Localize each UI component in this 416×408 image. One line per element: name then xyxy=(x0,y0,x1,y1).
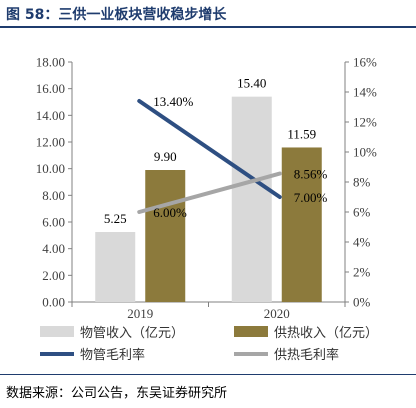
combo-chart: 0.00 2.00 4.00 6.00 8.00 10.00 12.00 14.00 16.00… xyxy=(36,55,378,364)
right-axis-tick-label: 8% xyxy=(353,175,371,190)
line-data-label: 7.00% xyxy=(294,190,328,205)
legend-label: 物管毛利率 xyxy=(80,347,145,363)
right-axis-tick-label: 2% xyxy=(353,265,371,280)
x-axis-tick-label: 2020 xyxy=(264,306,290,321)
left-axis-tick-label: 18.00 xyxy=(36,55,65,70)
left-axis-tick-label: 14.00 xyxy=(36,108,65,123)
chart-axes: 0.00 2.00 4.00 6.00 8.00 10.00 12.00 14.00 16.00… xyxy=(36,55,377,322)
line-data-label: 6.00% xyxy=(153,205,187,220)
bar-data-label: 15.40 xyxy=(237,76,266,91)
right-axis-tick-label: 14% xyxy=(353,85,377,100)
x-axis-tick-label: 2019 xyxy=(127,306,153,321)
left-axis-tick-label: 16.00 xyxy=(36,81,65,96)
title-rule xyxy=(0,26,416,28)
bar xyxy=(231,96,272,303)
legend-label: 物管收入（亿元） xyxy=(80,326,184,341)
legend-swatch xyxy=(234,326,268,337)
legend-swatch xyxy=(40,326,74,337)
chart-data-labels: 5.25 15.40 9.90 11.59 13.40% 7.00% 6.00% 8.56% xyxy=(104,76,328,226)
left-axis-tick-label: 10.00 xyxy=(36,161,65,176)
source-rule xyxy=(0,374,416,375)
right-axis-tick-label: 10% xyxy=(353,145,377,160)
right-axis-tick-label: 16% xyxy=(353,55,377,70)
figure-source: 数据来源：公司公告，东吴证券研究所 xyxy=(6,386,228,401)
chart-bars xyxy=(95,96,322,303)
bar xyxy=(145,170,186,302)
figure-title: 图 58：三供一业板块营收稳步增长 xyxy=(6,7,227,23)
chart-lines xyxy=(137,99,282,214)
right-axis-tick-label: 6% xyxy=(353,205,371,220)
bar xyxy=(95,232,136,302)
right-axis-tick-label: 12% xyxy=(353,115,377,130)
right-axis-tick-label: 0% xyxy=(353,295,371,310)
left-axis-tick-label: 12.00 xyxy=(36,135,65,150)
bar-data-label: 11.59 xyxy=(287,126,316,141)
left-axis-tick-label: 2.00 xyxy=(42,268,65,283)
left-axis-tick-label: 6.00 xyxy=(42,215,65,230)
legend-label: 供热毛利率 xyxy=(274,347,339,363)
legend-label: 供热收入（亿元） xyxy=(274,326,378,341)
line-data-label: 8.56% xyxy=(294,167,328,182)
left-axis-tick-label: 4.00 xyxy=(42,241,65,256)
bar xyxy=(281,147,322,302)
left-axis-tick-label: 0.00 xyxy=(42,295,65,310)
bar-data-label: 5.25 xyxy=(104,211,127,226)
left-axis-tick-label: 8.00 xyxy=(42,188,65,203)
series-line xyxy=(137,171,282,214)
bar-data-label: 9.90 xyxy=(154,149,177,164)
chart-legend: 物管收入（亿元） 供热收入（亿元） 物管毛利率 供热毛利率 xyxy=(40,326,378,363)
right-axis-tick-label: 4% xyxy=(353,235,371,250)
line-data-label: 13.40% xyxy=(153,94,193,109)
